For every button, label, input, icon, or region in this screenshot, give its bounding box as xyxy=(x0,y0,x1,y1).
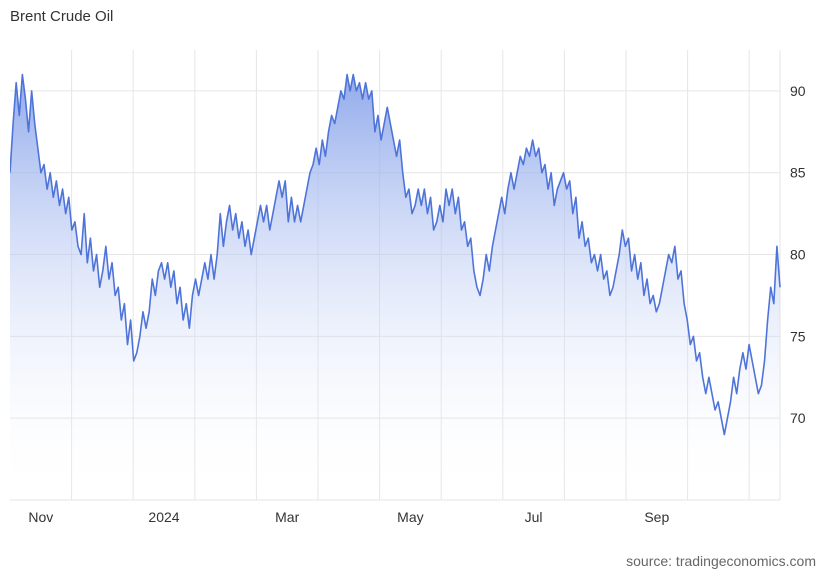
svg-text:Jul: Jul xyxy=(525,509,543,525)
chart-title: Brent Crude Oil xyxy=(10,8,113,25)
svg-text:May: May xyxy=(397,509,423,525)
svg-text:75: 75 xyxy=(790,328,806,344)
svg-text:Mar: Mar xyxy=(275,509,299,525)
svg-text:Nov: Nov xyxy=(28,509,53,525)
svg-text:90: 90 xyxy=(790,83,806,99)
chart-container: { "title": "Brent Crude Oil", "source": … xyxy=(0,0,830,575)
svg-text:80: 80 xyxy=(790,247,806,263)
area-chart-svg: 70 75 80 85 90 Nov 2024 Mar May Jul Sep xyxy=(10,30,820,540)
svg-text:2024: 2024 xyxy=(148,509,179,525)
svg-text:70: 70 xyxy=(790,410,806,426)
chart-plot-area: 70 75 80 85 90 Nov 2024 Mar May Jul Sep xyxy=(10,30,820,540)
svg-text:85: 85 xyxy=(790,165,806,181)
chart-source: source: tradingeconomics.com xyxy=(626,553,816,569)
svg-text:Sep: Sep xyxy=(644,509,669,525)
